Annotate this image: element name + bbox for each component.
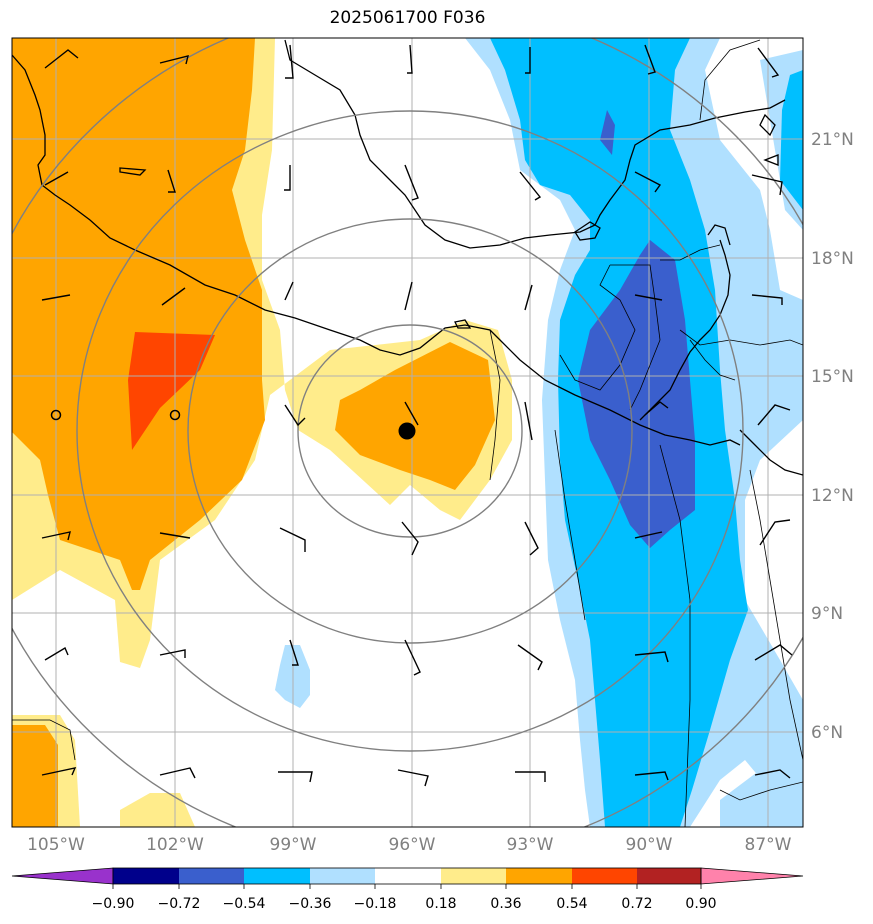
positive-anomaly-orange-region (12, 38, 265, 590)
colorbar-segment (179, 868, 244, 884)
coastlines (12, 39, 803, 476)
longitude-labels: 105°W 102°W 99°W 96°W 93°W 90°W 87°W (27, 835, 792, 855)
colorbar-tick-label: 0.36 (490, 896, 521, 912)
lat-label: 18°N (811, 249, 854, 269)
lat-label: 15°N (811, 367, 854, 387)
colorbar-segment (572, 868, 637, 884)
colorbar-extend-high (700, 867, 804, 885)
lat-label: 6°N (811, 723, 843, 743)
positive-anomaly-red-region (128, 332, 215, 450)
colorbar-tick-label: 0.18 (425, 896, 456, 912)
colorbar-frame (112, 867, 702, 885)
lon-label: 90°W (626, 835, 673, 855)
colorbar-extend-low (11, 867, 114, 885)
lon-label: 99°W (270, 835, 317, 855)
colorbar-segment (113, 868, 179, 884)
range-rings (12, 38, 803, 827)
colorbar-segment (637, 868, 701, 884)
lon-label: 87°W (745, 835, 792, 855)
colorbar-tick-label: 0.72 (621, 896, 652, 912)
colorbar-segment (310, 868, 375, 884)
colorbar-tick-label: −0.18 (354, 896, 397, 912)
colorbar-tick-label: −0.72 (158, 896, 201, 912)
map-title: 2025061700 F036 (329, 8, 486, 28)
colorbar: −0.90 −0.72 −0.54 −0.36 −0.18 0.18 0.36 … (11, 867, 804, 912)
positive-anomaly-south-light (120, 793, 195, 827)
wind-barbs (41, 44, 793, 787)
country-borders (12, 39, 803, 827)
lat-label: 12°N (811, 486, 854, 506)
lon-label: 102°W (146, 835, 204, 855)
open-circle-marker-2 (169, 409, 181, 421)
negative-anomaly-deepsky-ne (780, 70, 803, 210)
positive-anomaly-orange-region-center (335, 342, 495, 490)
lon-label: 96°W (389, 835, 436, 855)
colorbar-segment (441, 868, 506, 884)
map-frame (11, 37, 804, 828)
negative-anomaly-royal-north (600, 110, 615, 155)
negative-anomaly-se-patch (720, 770, 803, 827)
colorbar-segment (244, 868, 310, 884)
colorbar-segment (506, 868, 572, 884)
lat-label: 9°N (811, 604, 843, 624)
storm-center-marker (398, 422, 416, 440)
negative-anomaly-royal-region (578, 240, 695, 548)
lon-label: 93°W (507, 835, 554, 855)
colorbar-tick-label: 0.54 (556, 896, 587, 912)
lon-label: 105°W (27, 835, 85, 855)
colorbar-segment (375, 868, 441, 884)
colorbar-tick-label: 0.90 (685, 896, 716, 912)
colorbar-tick-label: −0.54 (223, 896, 266, 912)
colorbar-tick-label: −0.90 (92, 896, 135, 912)
open-circle-marker-1 (50, 409, 62, 421)
lat-label: 21°N (811, 130, 854, 150)
positive-anomaly-sw-orange (12, 725, 58, 827)
map-plot-area (12, 38, 803, 827)
colorbar-tick-label: −0.36 (289, 896, 332, 912)
latitude-labels: 21°N 18°N 15°N 12°N 9°N 6°N (811, 130, 854, 743)
